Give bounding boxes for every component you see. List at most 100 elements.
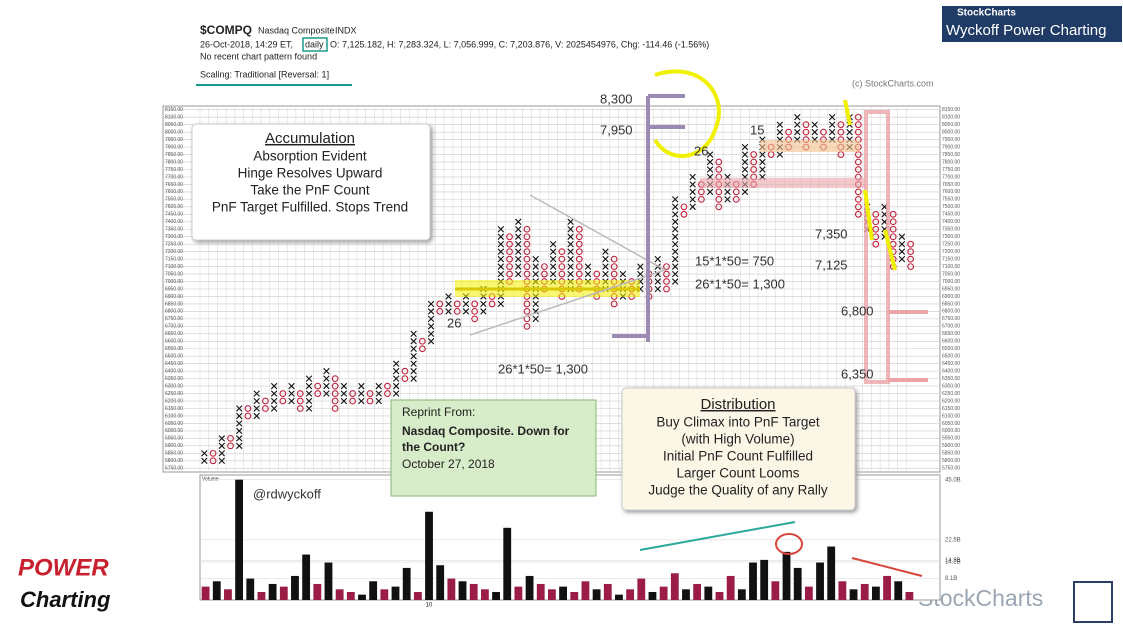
o-box (558, 270, 566, 278)
x-box (462, 308, 470, 315)
y-tick-label: 7750.00 (165, 167, 183, 173)
volume-bar (827, 546, 836, 600)
o-box (837, 128, 845, 136)
y-tick-label: 6050.00 (165, 421, 183, 427)
o-box (802, 128, 810, 136)
x-box (898, 255, 906, 263)
y-tick-label: 6200.00 (165, 398, 183, 404)
y-tick-label: 7450.00 (942, 212, 960, 218)
x-box (654, 255, 662, 263)
x-box (497, 240, 505, 248)
x-box (445, 293, 452, 300)
orange-band (760, 140, 860, 152)
x-box (305, 390, 313, 397)
y-tick-label: 5850.00 (942, 451, 960, 457)
y-tick-label: 6400.00 (165, 368, 183, 374)
o-box (854, 203, 862, 211)
x-box (410, 375, 417, 382)
y-tick-label: 6700.00 (165, 324, 183, 330)
volume-bar (257, 591, 266, 600)
y-tick-label: 7450.00 (165, 212, 183, 218)
annotation: 6,800 (841, 303, 874, 318)
o-box (575, 233, 583, 241)
o-box (296, 405, 304, 412)
o-box (523, 240, 531, 248)
volume-bar (268, 583, 277, 600)
x-box (236, 420, 243, 427)
exchange: INDX (335, 25, 357, 35)
o-box (471, 315, 479, 323)
y-tick-label: 5750.00 (165, 466, 183, 472)
x-box (410, 345, 417, 352)
volume-bar (838, 581, 847, 600)
x-box (602, 270, 609, 278)
y-tick-label: 6950.00 (942, 286, 960, 292)
x-box (794, 121, 801, 128)
o-box (680, 203, 688, 211)
y-tick-label: 6750.00 (942, 316, 960, 322)
o-box (227, 442, 234, 450)
y-tick-label: 6550.00 (165, 346, 183, 352)
x-box (567, 226, 574, 233)
o-box (802, 121, 810, 129)
o-box (575, 225, 583, 233)
x-box (689, 173, 696, 181)
o-box (418, 345, 426, 353)
o-column (209, 449, 217, 465)
y-tick-label: 22.5B (945, 537, 961, 543)
x-box (567, 240, 574, 248)
y-tick-label: 6850.00 (942, 301, 960, 307)
y-tick-label: 7050.00 (165, 271, 183, 277)
volume-bar (536, 583, 545, 600)
volume-bar (771, 581, 780, 600)
o-box (506, 255, 513, 263)
o-box (227, 434, 234, 442)
x-box (776, 151, 784, 158)
o-box (349, 390, 356, 397)
x-box (811, 128, 818, 136)
y-tick-label: 6150.00 (942, 406, 960, 412)
x-column (358, 382, 365, 405)
x-box (567, 270, 574, 278)
volume-bar (358, 594, 366, 600)
x-box (706, 158, 714, 166)
x-box (671, 226, 679, 233)
volume-bar (291, 575, 299, 600)
x-box (549, 255, 557, 263)
reprint-title: the Count? (402, 440, 465, 454)
o-column (349, 390, 356, 405)
x-box (794, 113, 801, 121)
o-box (436, 308, 444, 315)
x-box (340, 390, 348, 397)
o-box (279, 397, 287, 405)
o-box (610, 255, 618, 263)
o-box (558, 255, 566, 263)
x-column (392, 360, 400, 397)
annotation: 7,350 (815, 226, 848, 241)
y-tick-label: 7100.00 (942, 264, 960, 270)
x-box (759, 151, 766, 158)
y-tick-label: 7700.00 (165, 174, 183, 180)
x-box (201, 457, 208, 465)
x-box (602, 248, 609, 255)
x-box (253, 412, 260, 420)
volume-bar (726, 575, 735, 600)
x-box (288, 390, 295, 397)
volume-bar (570, 591, 579, 600)
x-box (759, 158, 766, 166)
x-box (410, 367, 417, 375)
x-box (671, 278, 679, 285)
o-box (471, 308, 479, 315)
distribution-line: Initial PnF Count Fulfilled (663, 449, 813, 464)
y-tick-label: 7900.00 (165, 144, 183, 150)
o-box (279, 390, 287, 397)
o-box (314, 382, 322, 390)
o-column (401, 367, 409, 383)
volume-bar (793, 567, 802, 600)
x-box (497, 270, 505, 278)
reprint-title: Nasdaq Composite. Down for (402, 424, 570, 438)
o-column (907, 240, 915, 270)
volume-bar (670, 573, 679, 600)
o-box (854, 128, 862, 136)
x-column (427, 300, 435, 345)
